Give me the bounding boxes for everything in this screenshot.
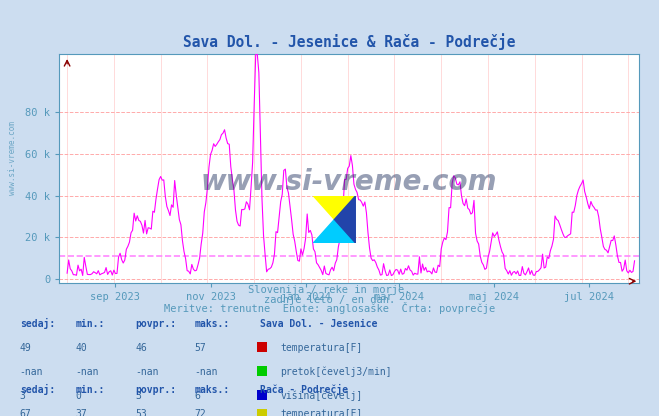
Text: zadnje leto / en dan.: zadnje leto / en dan. — [264, 295, 395, 305]
Text: -nan: -nan — [135, 367, 159, 377]
Text: povpr.:: povpr.: — [135, 385, 176, 395]
Title: Sava Dol. - Jesenice & Rača - Podrečje: Sava Dol. - Jesenice & Rača - Podrečje — [183, 33, 515, 50]
Text: 72: 72 — [194, 409, 206, 416]
Text: sedaj:: sedaj: — [20, 317, 55, 329]
Polygon shape — [313, 220, 356, 243]
Text: www.si-vreme.com: www.si-vreme.com — [8, 121, 17, 195]
Text: 53: 53 — [135, 409, 147, 416]
Text: Sava Dol. - Jesenice: Sava Dol. - Jesenice — [260, 319, 378, 329]
Polygon shape — [313, 196, 356, 220]
Text: min.:: min.: — [76, 319, 105, 329]
Text: 57: 57 — [194, 343, 206, 353]
Text: -nan: -nan — [76, 367, 100, 377]
Text: Slovenija / reke in morje.: Slovenija / reke in morje. — [248, 285, 411, 295]
Text: temperatura[F]: temperatura[F] — [280, 343, 362, 353]
Text: višina[čevelj]: višina[čevelj] — [280, 391, 362, 401]
Text: min.:: min.: — [76, 385, 105, 395]
Text: povpr.:: povpr.: — [135, 319, 176, 329]
Text: 3: 3 — [135, 391, 141, 401]
Text: 49: 49 — [20, 343, 32, 353]
Text: -nan: -nan — [20, 367, 43, 377]
Text: 6: 6 — [194, 391, 200, 401]
Text: maks.:: maks.: — [194, 319, 229, 329]
Text: maks.:: maks.: — [194, 385, 229, 395]
Text: pretok[čevelj3/min]: pretok[čevelj3/min] — [280, 366, 391, 377]
Text: temperatura[F]: temperatura[F] — [280, 409, 362, 416]
Text: sedaj:: sedaj: — [20, 384, 55, 395]
Text: Rača - Podrečje: Rača - Podrečje — [260, 384, 349, 395]
Text: 37: 37 — [76, 409, 88, 416]
Text: 67: 67 — [20, 409, 32, 416]
Text: 40: 40 — [76, 343, 88, 353]
Polygon shape — [335, 196, 356, 243]
Text: www.si-vreme.com: www.si-vreme.com — [201, 168, 498, 196]
Text: 46: 46 — [135, 343, 147, 353]
Text: -nan: -nan — [194, 367, 218, 377]
Text: 0: 0 — [76, 391, 82, 401]
Text: Meritve: trenutne  Enote: anglosaške  Črta: povprečje: Meritve: trenutne Enote: anglosaške Črta… — [164, 302, 495, 314]
Text: 3: 3 — [20, 391, 26, 401]
